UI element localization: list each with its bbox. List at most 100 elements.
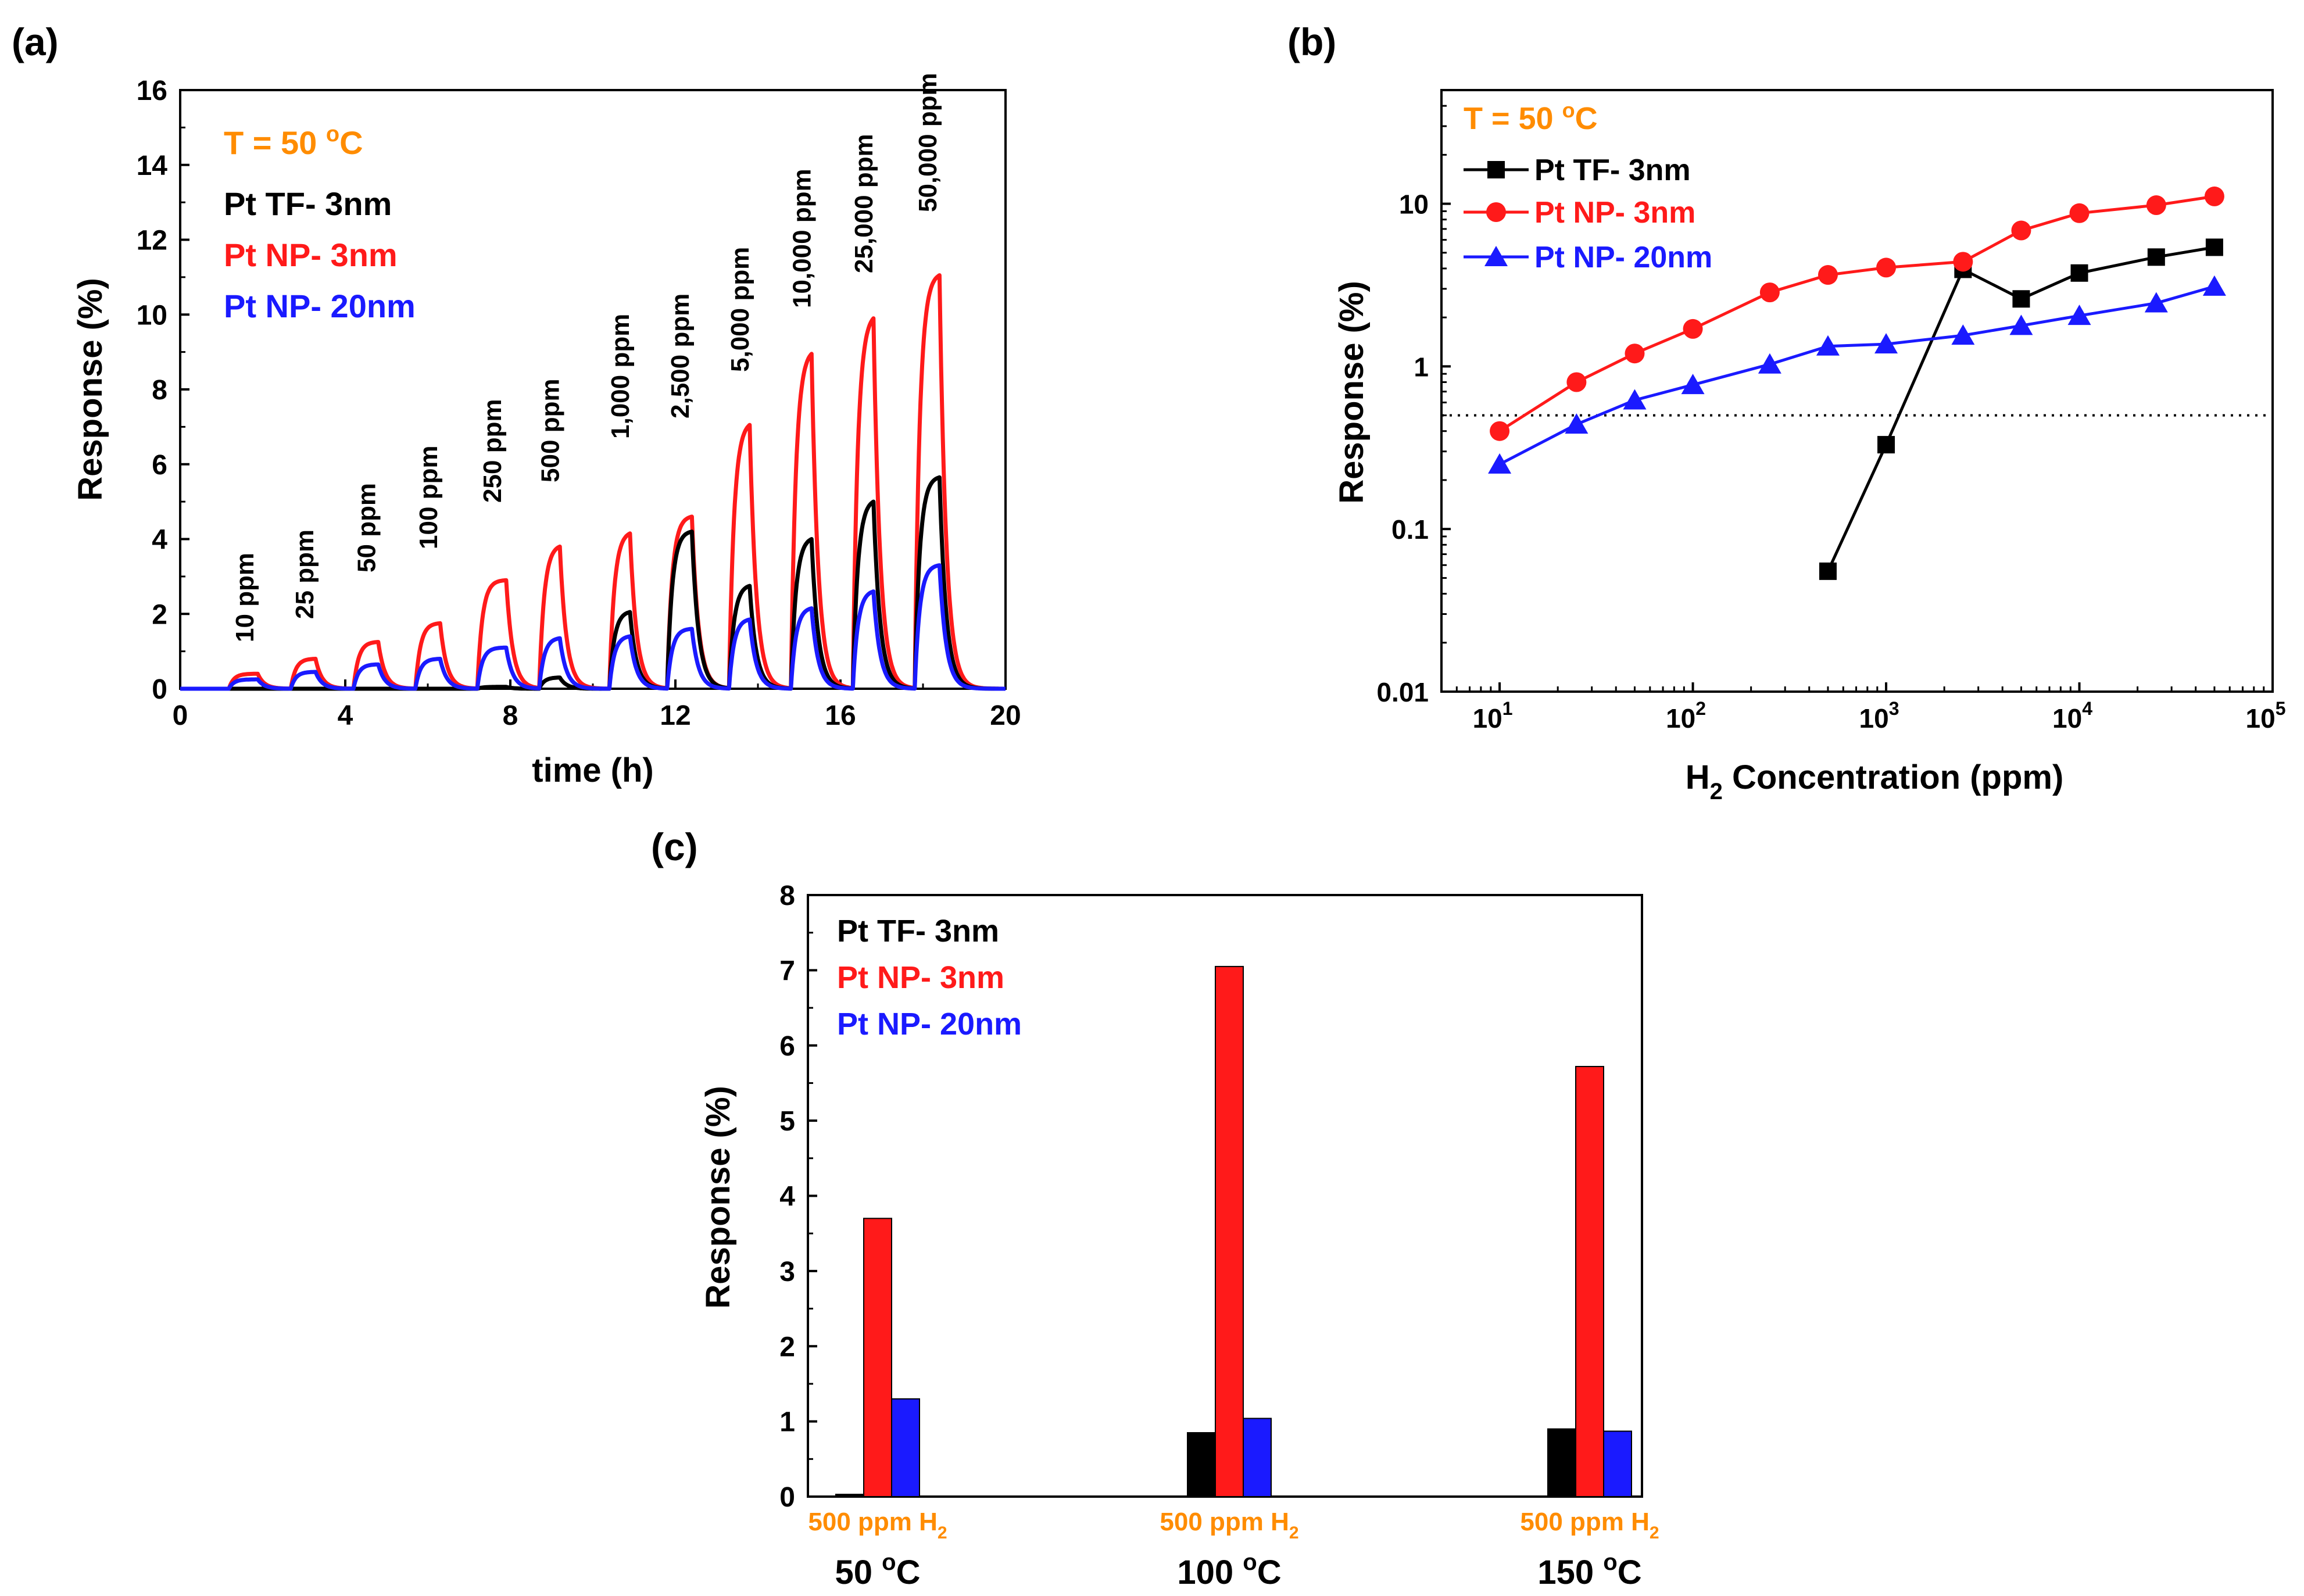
y-tick-label-a: 4 xyxy=(152,525,167,556)
bar-np-20nm xyxy=(1603,1430,1632,1498)
bar-np-3nm xyxy=(863,1218,892,1497)
x-tick-label-b: 105 xyxy=(2246,698,2286,733)
series-line-np-20nm-b xyxy=(1498,285,2215,466)
pulse-annotation: 2,500 ppm xyxy=(666,294,695,418)
category-sublabel: 500 ppm H2 xyxy=(808,1508,947,1543)
y-axis-label-b: Response (%) xyxy=(1333,281,1371,504)
data-point-tf-3nm xyxy=(2147,248,2165,266)
y-tick-label-c: 1 xyxy=(779,1407,795,1438)
data-point-np-20nm xyxy=(1565,413,1589,434)
data-point-np-20nm xyxy=(2202,275,2226,296)
legend-entry-np-20nm-a: Pt NP- 20nm xyxy=(224,288,416,324)
bar-np-3nm xyxy=(1215,965,1244,1497)
pulse-annotation: 5,000 ppm xyxy=(726,247,754,372)
pulse-annotation: 25,000 ppm xyxy=(850,134,878,273)
legend-a: T = 50 oC Pt TF- 3nm Pt NP- 3nm Pt NP- 2… xyxy=(224,122,416,324)
y-tick-label-a: 16 xyxy=(137,76,167,106)
y-tick-label-c: 8 xyxy=(779,881,795,911)
bar-tf-3nm xyxy=(1547,1428,1576,1497)
legend-entry-tf-3nm-c: Pt TF- 3nm xyxy=(837,914,999,949)
data-point-np-3nm xyxy=(1818,265,1838,285)
legend-temp-b: T = 50 oC xyxy=(1464,98,1598,136)
x-tick-label-b: 103 xyxy=(1859,698,1899,733)
legend-entry-np-20nm-b: Pt NP- 20nm xyxy=(1534,241,1712,274)
data-point-np-3nm xyxy=(1953,252,1973,272)
category-labels-c: 500 ppm H2 50 oC 500 ppm H2 100 oC 500 ppm H… xyxy=(808,1508,1659,1591)
data-point-tf-3nm xyxy=(1819,562,1837,580)
panel-c: (c) 0 1 2 3 4 5 6 7 8 Response (%) 500 ppm H2 50 … xyxy=(651,825,1659,1591)
y-tick-label-a: 10 xyxy=(137,300,167,331)
y-tick-label-b: 0.01 xyxy=(1376,677,1429,707)
data-point-tf-3nm xyxy=(2070,264,2088,282)
y-tick-label-a: 2 xyxy=(152,599,167,630)
data-point-tf-3nm xyxy=(2205,238,2223,256)
panel-a: (a) 0 2 4 6 8 10 12 14 16 0 4 8 12 16 20 Response (%)… xyxy=(12,20,1021,789)
series-lines-b xyxy=(1488,186,2226,580)
panel-label-a: (a) xyxy=(12,20,59,63)
panel-label-c: (c) xyxy=(651,825,698,868)
x-tick-label-b: 102 xyxy=(1666,698,1706,733)
legend-entry-tf-3nm-a: Pt TF- 3nm xyxy=(224,185,392,222)
category-sublabel: 500 ppm H2 xyxy=(1160,1508,1298,1543)
legend-entry-np-20nm-c: Pt NP- 20nm xyxy=(837,1007,1022,1042)
pulse-annotation: 500 ppm xyxy=(536,378,564,482)
y-axis-label-a: Response (%) xyxy=(71,278,109,501)
y-tick-label-b: 0.1 xyxy=(1391,514,1429,545)
panel-label-b: (b) xyxy=(1287,20,1336,63)
x-tick-label-a: 20 xyxy=(990,700,1021,731)
bar-tf-3nm xyxy=(1187,1432,1216,1497)
y-tick-label-c: 7 xyxy=(779,956,795,986)
data-point-np-20nm xyxy=(1951,324,1975,345)
category-label: 50 oC xyxy=(835,1550,921,1591)
y-tick-label-a: 6 xyxy=(152,450,167,481)
y-tick-label-a: 12 xyxy=(137,226,167,256)
y-tick-label-b: 1 xyxy=(1414,352,1429,382)
x-tick-label-a: 8 xyxy=(503,700,518,731)
bar-np-20nm xyxy=(1243,1418,1272,1497)
x-tick-label-a: 16 xyxy=(825,700,856,731)
legend-marker-circle-icon xyxy=(1486,202,1506,222)
legend-entry-np-3nm-b: Pt NP- 3nm xyxy=(1534,196,1695,230)
pulse-annotation: 50 ppm xyxy=(353,483,381,572)
data-point-np-20nm xyxy=(2067,305,2091,325)
legend-entry-np-3nm-a: Pt NP- 3nm xyxy=(224,237,398,273)
data-point-np-20nm xyxy=(1681,374,1705,395)
data-point-np-3nm xyxy=(1759,282,1780,303)
pulse-annotation: 25 ppm xyxy=(291,529,319,619)
pulse-annotation: 100 ppm xyxy=(414,445,443,549)
series-line-np-20nm-a xyxy=(178,563,1007,691)
data-point-np-20nm xyxy=(2009,314,2033,335)
pulse-annotation: 1,000 ppm xyxy=(606,314,635,439)
data-point-np-3nm xyxy=(2011,220,2031,241)
y-axis-ticks-c: 0 1 2 3 4 5 6 7 8 xyxy=(779,881,817,1513)
x-tick-label-a: 0 xyxy=(173,700,188,731)
pulse-annotations-a: 10 ppm 25 ppm 50 ppm 100 ppm 250 ppm 500 ppm 1… xyxy=(231,73,942,642)
data-point-np-3nm xyxy=(1625,343,1645,364)
x-axis-ticks-b: 101 102 103 104 105 xyxy=(1440,682,2286,733)
y-tick-label-c: 3 xyxy=(779,1257,795,1287)
data-point-np-3nm xyxy=(1683,319,1703,339)
x-tick-label-a: 12 xyxy=(660,700,691,731)
data-point-tf-3nm xyxy=(1877,436,1895,454)
data-point-tf-3nm xyxy=(2012,290,2030,308)
bar-tf-3nm xyxy=(835,1494,864,1497)
legend-entry-np-3nm-c: Pt NP- 3nm xyxy=(837,960,1004,995)
data-point-np-3nm xyxy=(1566,372,1587,392)
y-tick-label-a: 8 xyxy=(152,375,167,406)
y-tick-label-a: 0 xyxy=(152,674,167,705)
data-point-np-20nm xyxy=(1488,453,1512,474)
x-axis-label-a: time (h) xyxy=(532,752,653,789)
x-tick-label-b: 101 xyxy=(1473,698,1513,733)
y-tick-label-c: 6 xyxy=(779,1031,795,1062)
category-label: 150 oC xyxy=(1537,1550,1641,1591)
y-axis-ticks-b: 0.01 0.1 1 10 xyxy=(1376,105,1451,707)
data-point-np-3nm xyxy=(2069,203,2090,223)
legend-b: T = 50 oC Pt TF- 3nm Pt NP- 3nm Pt NP- 2… xyxy=(1464,98,1712,274)
data-point-np-3nm xyxy=(2204,186,2224,206)
bars-c xyxy=(835,965,1632,1498)
legend-c: Pt TF- 3nm Pt NP- 3nm Pt NP- 20nm xyxy=(837,914,1022,1042)
data-point-np-20nm xyxy=(1816,335,1840,356)
x-axis-label-b: H2 Concentration (ppm) xyxy=(1686,758,2064,804)
panel-b: (b) 0.01 0.1 1 10 101 102 103 104 105 Response … xyxy=(1287,20,2285,804)
y-tick-label-a: 14 xyxy=(137,151,168,181)
